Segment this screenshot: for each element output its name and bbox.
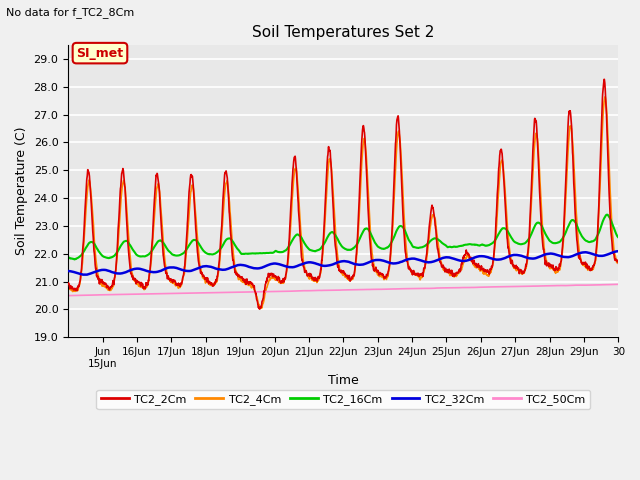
- Text: SI_met: SI_met: [76, 47, 124, 60]
- Title: Soil Temperatures Set 2: Soil Temperatures Set 2: [252, 24, 435, 39]
- Text: No data for f_TC2_8Cm: No data for f_TC2_8Cm: [6, 7, 134, 18]
- Legend: TC2_2Cm, TC2_4Cm, TC2_16Cm, TC2_32Cm, TC2_50Cm: TC2_2Cm, TC2_4Cm, TC2_16Cm, TC2_32Cm, TC…: [97, 390, 590, 409]
- Y-axis label: Soil Temperature (C): Soil Temperature (C): [15, 127, 28, 255]
- X-axis label: Time: Time: [328, 374, 358, 387]
